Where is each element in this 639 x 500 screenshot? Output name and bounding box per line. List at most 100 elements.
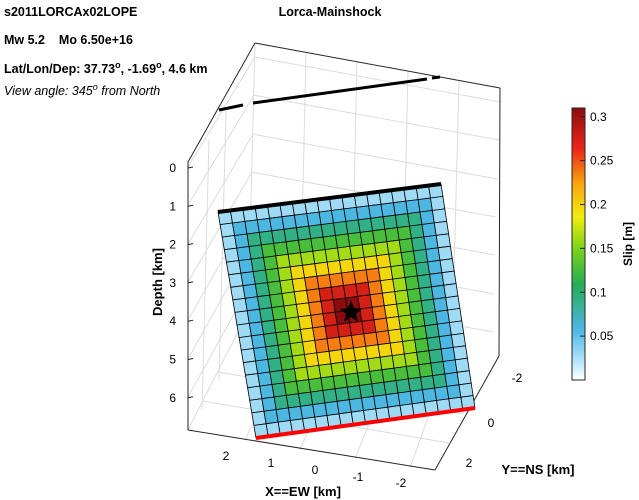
fault-cell bbox=[370, 216, 386, 232]
fault-cell bbox=[269, 293, 285, 309]
fault-cell bbox=[285, 239, 301, 255]
fault-cell bbox=[314, 338, 330, 354]
fault-cell bbox=[306, 288, 322, 304]
fault-cell bbox=[246, 308, 263, 324]
fault-cell bbox=[353, 269, 369, 285]
mw-label: Mw 5.2 bbox=[4, 33, 45, 47]
fault-cell bbox=[379, 355, 395, 371]
fault-cell bbox=[345, 219, 361, 235]
fault-cell bbox=[281, 214, 297, 230]
z-tick-label: 0 bbox=[169, 161, 176, 175]
x-tick-label: 1 bbox=[268, 456, 275, 470]
fault-cell bbox=[318, 210, 334, 226]
z-axis-ticks: 0 1 2 3 4 5 6 bbox=[169, 161, 194, 405]
fault-cell bbox=[443, 283, 459, 299]
fault-cell bbox=[361, 319, 377, 335]
colorbar-tick-label: 0.05 bbox=[590, 329, 614, 343]
colorbar-tick-label: 0.3 bbox=[590, 110, 607, 124]
fault-cell bbox=[281, 291, 297, 307]
fault-cell bbox=[439, 258, 455, 274]
fault-cell bbox=[432, 373, 448, 389]
location-line: Lat/Lon/Dep: 37.73o, -1.69o, 4.6 km bbox=[4, 60, 207, 76]
view-angle-line: View angle: 345o from North bbox=[4, 82, 160, 98]
fault-cell bbox=[304, 275, 320, 291]
fault-cell bbox=[252, 269, 269, 285]
fault-cell bbox=[236, 246, 252, 262]
z-tick-label: 5 bbox=[169, 353, 176, 367]
fault-cell bbox=[381, 291, 398, 307]
fault-cell bbox=[341, 270, 357, 286]
fault-cell bbox=[416, 350, 432, 366]
fault-cell bbox=[308, 377, 324, 393]
x-axis-ticks: 2 1 0 -1 -2 bbox=[223, 449, 407, 490]
fault-cell bbox=[348, 397, 364, 413]
fault-cell bbox=[414, 261, 431, 277]
fault-cell bbox=[254, 282, 271, 298]
fault-cell bbox=[359, 230, 375, 246]
fault-cell bbox=[373, 317, 389, 333]
fault-cell bbox=[275, 253, 291, 269]
fault-cell bbox=[322, 311, 338, 327]
fault-cell bbox=[381, 367, 397, 383]
fault-cell bbox=[297, 314, 314, 330]
fault-cell bbox=[291, 277, 308, 293]
fault-cell bbox=[417, 197, 433, 213]
magnitude-line: Mw 5.2 Mo 6.50e+16 bbox=[4, 33, 133, 47]
z-tick-label: 3 bbox=[169, 276, 176, 290]
fault-cell bbox=[418, 286, 434, 302]
fault-cell bbox=[397, 390, 413, 406]
fault-cell bbox=[367, 280, 383, 296]
fault-cell bbox=[347, 231, 363, 247]
fault-cell bbox=[375, 330, 391, 346]
fault-cell bbox=[238, 258, 254, 274]
fault-cell bbox=[367, 356, 383, 372]
fault-cell bbox=[308, 224, 324, 240]
fault-cell bbox=[320, 375, 336, 391]
fault-cell bbox=[411, 236, 427, 252]
fault-cell bbox=[408, 300, 424, 316]
fault-cell bbox=[335, 233, 351, 249]
fault-cell bbox=[332, 374, 348, 390]
fault-cell bbox=[422, 311, 438, 327]
fault-cell bbox=[456, 370, 472, 386]
fault-cell bbox=[328, 349, 344, 365]
fault-cell bbox=[409, 224, 425, 239]
fault-cell bbox=[223, 247, 240, 263]
fault-cell bbox=[431, 208, 448, 224]
fault-cell bbox=[346, 385, 362, 401]
fault-cell bbox=[333, 220, 349, 236]
fault-cell bbox=[302, 263, 318, 279]
fault-cell bbox=[271, 228, 287, 244]
fault-cell bbox=[387, 328, 403, 344]
fault-cell bbox=[398, 314, 414, 330]
fault-cell bbox=[298, 391, 314, 407]
fault-cell bbox=[380, 202, 396, 218]
fault-cell bbox=[265, 267, 281, 284]
fault-cell bbox=[234, 233, 250, 249]
fault-cell bbox=[293, 213, 310, 229]
fault-cell bbox=[363, 255, 379, 271]
fault-cell bbox=[444, 371, 460, 387]
fault-cell bbox=[377, 342, 393, 358]
fault-cell bbox=[263, 409, 279, 425]
fault-cell bbox=[312, 249, 328, 265]
fault-cell bbox=[353, 345, 369, 361]
fault-cell bbox=[395, 378, 411, 394]
fault-cell bbox=[434, 385, 450, 401]
y-tick-label: 0 bbox=[488, 416, 495, 430]
fault-cell bbox=[400, 250, 416, 266]
fault-cell bbox=[337, 245, 353, 261]
fault-cell bbox=[331, 208, 347, 224]
fault-cell bbox=[386, 239, 402, 255]
fault-cell bbox=[295, 302, 312, 318]
fault-cell bbox=[441, 270, 457, 286]
colorbar-tick-label: 0.15 bbox=[590, 241, 614, 255]
fault-cell bbox=[391, 353, 407, 369]
hypocenter-star bbox=[340, 300, 362, 322]
fault-cell bbox=[403, 351, 420, 367]
fault-cell bbox=[383, 380, 399, 396]
fault-cell bbox=[446, 384, 462, 400]
fault-cell bbox=[273, 318, 289, 334]
fault-edges bbox=[217, 182, 476, 440]
